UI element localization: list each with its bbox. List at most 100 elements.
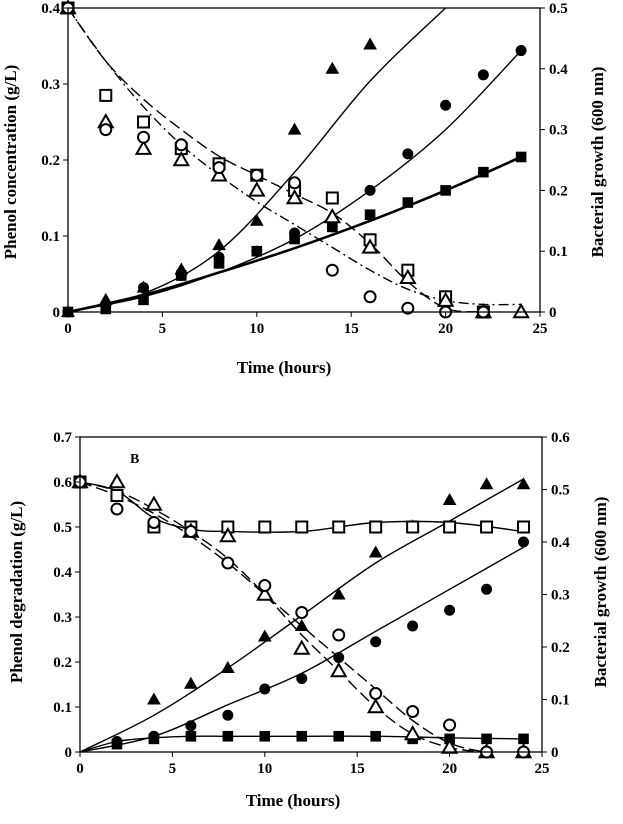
x-tick-label: 25 bbox=[535, 761, 550, 777]
y-tick-label-left: 0 bbox=[65, 745, 73, 761]
open-circle-marker bbox=[296, 607, 307, 618]
filled-square-marker bbox=[403, 198, 413, 208]
open-circle-marker bbox=[100, 124, 111, 135]
x-tick-label: 10 bbox=[249, 321, 264, 337]
y-tick-label-left: 0.2 bbox=[53, 655, 72, 671]
open-square-marker bbox=[138, 117, 149, 128]
filled-square-marker bbox=[214, 259, 224, 269]
filled-square-marker bbox=[519, 734, 529, 744]
y-axis-title-left: Phenol concentration (g/L) bbox=[1, 65, 20, 260]
filled-circle-marker bbox=[519, 537, 529, 547]
open-square-marker bbox=[333, 522, 344, 533]
filled-circle-marker bbox=[365, 185, 375, 195]
open-circle-marker bbox=[222, 558, 233, 569]
x-tick-label: 20 bbox=[442, 761, 457, 777]
x-tick-label: 5 bbox=[159, 321, 167, 337]
open-square-marker bbox=[407, 522, 418, 533]
y-tick-label-right: 0.6 bbox=[551, 430, 570, 446]
open-circle-marker bbox=[251, 170, 262, 181]
filled-circle-marker bbox=[403, 149, 413, 159]
filled-square-marker bbox=[290, 234, 300, 244]
y-tick-label-right: 0.2 bbox=[551, 640, 570, 656]
filled-square-marker bbox=[441, 186, 451, 196]
x-tick-label: 5 bbox=[169, 761, 177, 777]
figure-background bbox=[0, 0, 623, 824]
x-tick-label: 0 bbox=[76, 761, 84, 777]
filled-square-marker bbox=[371, 731, 381, 741]
filled-circle-marker bbox=[186, 721, 196, 731]
figure: 0 5 10 15 20 2500.10.20.30.400.10.20.30.40.5 … bbox=[0, 0, 623, 824]
y-tick-label-left: 0.4 bbox=[53, 565, 72, 581]
filled-circle-marker bbox=[297, 674, 307, 684]
x-tick-label: 15 bbox=[350, 761, 365, 777]
open-circle-marker bbox=[185, 526, 196, 537]
filled-square-marker bbox=[297, 731, 307, 741]
open-square-marker bbox=[481, 522, 492, 533]
open-circle-marker bbox=[327, 265, 338, 276]
filled-square-marker bbox=[260, 731, 270, 741]
filled-square-marker bbox=[139, 295, 149, 305]
open-circle-marker bbox=[259, 580, 270, 591]
y-tick-label-left: 0.1 bbox=[41, 229, 60, 245]
y-tick-label-right: 0.5 bbox=[551, 483, 570, 499]
open-square-marker bbox=[327, 193, 338, 204]
open-circle-marker bbox=[444, 720, 455, 731]
filled-circle-marker bbox=[260, 684, 270, 694]
y-tick-label-right: 0.3 bbox=[549, 123, 568, 139]
y-tick-label-left: 0.5 bbox=[53, 520, 72, 536]
filled-square-marker bbox=[516, 152, 526, 162]
open-square-marker bbox=[259, 522, 270, 533]
x-axis-title: Time (hours) bbox=[246, 791, 341, 810]
open-square-marker bbox=[296, 522, 307, 533]
filled-circle-marker bbox=[334, 653, 344, 663]
filled-square-marker bbox=[328, 222, 338, 232]
y-tick-label-left: 0.4 bbox=[41, 1, 60, 17]
y-axis-title-right: Bacterial growth (600 nm) bbox=[591, 497, 610, 688]
filled-square-marker bbox=[112, 739, 122, 749]
y-tick-label-right: 0.4 bbox=[549, 62, 568, 78]
panel-label: B bbox=[130, 452, 139, 467]
y-tick-label-left: 0.1 bbox=[53, 700, 72, 716]
x-tick-label: 10 bbox=[257, 761, 272, 777]
filled-circle-marker bbox=[408, 621, 418, 631]
y-tick-label-left: 0 bbox=[53, 305, 61, 321]
filled-square-marker bbox=[479, 167, 489, 177]
y-tick-label-left: 0.7 bbox=[53, 430, 72, 446]
open-circle-marker bbox=[111, 504, 122, 515]
open-circle-marker bbox=[176, 139, 187, 150]
filled-circle-marker bbox=[445, 605, 455, 615]
y-tick-label-right: 0.3 bbox=[551, 588, 570, 604]
filled-circle-marker bbox=[516, 46, 526, 56]
y-axis-title-right: Bacterial growth (600 nm) bbox=[588, 67, 607, 258]
x-tick-label: 20 bbox=[438, 321, 453, 337]
y-tick-label-right: 0.1 bbox=[549, 244, 568, 260]
filled-circle-marker bbox=[139, 283, 149, 293]
filled-square-marker bbox=[186, 731, 196, 741]
open-circle-marker bbox=[333, 630, 344, 641]
y-axis-title-left: Phenol degradation (g/L) bbox=[7, 501, 26, 683]
x-tick-label: 25 bbox=[533, 321, 548, 337]
open-square-marker bbox=[370, 522, 381, 533]
open-square-marker bbox=[518, 522, 529, 533]
open-circle-marker bbox=[370, 688, 381, 699]
filled-square-marker bbox=[334, 731, 344, 741]
x-tick-label: 0 bbox=[64, 321, 72, 337]
open-circle-marker bbox=[214, 162, 225, 173]
y-tick-label-left: 0.3 bbox=[53, 610, 72, 626]
y-tick-label-right: 0.1 bbox=[551, 693, 570, 709]
open-circle-marker bbox=[148, 517, 159, 528]
filled-square-marker bbox=[252, 246, 262, 256]
filled-circle-marker bbox=[482, 584, 492, 594]
y-tick-label-left: 0.2 bbox=[41, 153, 60, 169]
open-circle-marker bbox=[365, 291, 376, 302]
open-circle-marker bbox=[138, 132, 149, 143]
open-square-marker bbox=[100, 90, 111, 101]
filled-circle-marker bbox=[441, 100, 451, 110]
filled-circle-marker bbox=[223, 710, 233, 720]
y-tick-label-right: 0.2 bbox=[549, 183, 568, 199]
filled-square-marker bbox=[223, 731, 233, 741]
y-tick-label-right: 0.4 bbox=[551, 535, 570, 551]
filled-square-marker bbox=[365, 210, 375, 220]
open-square-marker bbox=[111, 490, 122, 501]
y-tick-label-left: 0.3 bbox=[41, 77, 60, 93]
